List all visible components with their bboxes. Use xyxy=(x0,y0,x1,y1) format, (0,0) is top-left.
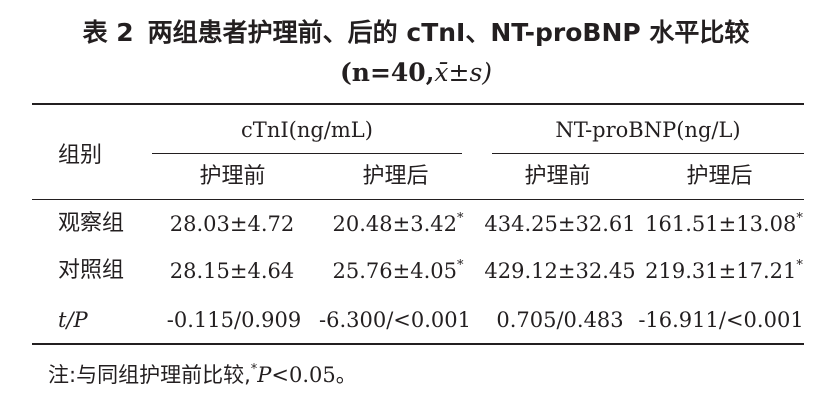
header-group: 组别 xyxy=(58,143,103,168)
table-cell: 219.31±17.21* xyxy=(640,258,808,284)
footnote-stat: P xyxy=(257,363,272,387)
table-cell: -16.911/<0.001 xyxy=(638,308,804,332)
footnote-text: 注:与同组护理前比较, xyxy=(48,363,251,387)
sample-size: (n=40, xyxy=(339,58,435,87)
bottom-rule xyxy=(32,343,804,345)
table-cell: 25.76±4.05* xyxy=(318,258,478,284)
table-cell: 28.03±4.72 xyxy=(169,212,295,236)
header-nt-before: 护理前 xyxy=(524,164,591,189)
header-ctni-after: 护理后 xyxy=(362,164,429,189)
cell-value: 219.31±17.21 xyxy=(645,259,797,283)
row-group-statistic: t/P xyxy=(58,308,88,332)
table-cell: 20.48±3.42* xyxy=(318,211,478,237)
cell-value: 161.51±13.08 xyxy=(645,212,797,236)
header-nt-after: 护理后 xyxy=(686,164,753,189)
cell-value: 20.48±3.42 xyxy=(332,212,457,236)
significance-mark: * xyxy=(456,211,464,226)
table-cell: 434.25±32.61 xyxy=(484,212,636,236)
table-cell: 0.705/0.483 xyxy=(496,308,624,332)
row-group-control: 对照组 xyxy=(58,258,125,283)
header-ntprobnp: NT-proBNP(ng/L) xyxy=(555,118,741,142)
header-ctni: cTnI(ng/mL) xyxy=(241,118,373,142)
significance-mark: * xyxy=(796,258,803,273)
header-rule xyxy=(32,199,804,200)
cell-value: 25.76±4.05 xyxy=(332,259,457,283)
statistic-notation: x̄±s) xyxy=(434,58,493,87)
table-cell: 429.12±32.45 xyxy=(484,259,636,283)
table-number: 表 2 xyxy=(82,18,134,47)
top-rule xyxy=(32,103,804,105)
table-cell: -6.300/<0.001 xyxy=(318,308,471,332)
significance-mark: * xyxy=(796,211,803,226)
significance-mark: * xyxy=(250,362,258,377)
ntprobnp-group-rule xyxy=(492,153,804,154)
table-subtitle: (n=40,x̄±s) xyxy=(0,58,832,88)
table-title-text: 两组患者护理前、后的 cTnI、NT-proBNP 水平比较 xyxy=(147,18,750,47)
row-group-observation: 观察组 xyxy=(58,211,125,236)
significance-mark: * xyxy=(456,258,464,273)
table-footnote: 注:与同组护理前比较,*P<0.05。 xyxy=(48,362,357,388)
table-cell: -0.115/0.909 xyxy=(166,308,302,332)
table-title: 表 2 两组患者护理前、后的 cTnI、NT-proBNP 水平比较 xyxy=(0,18,832,48)
ctni-group-rule xyxy=(152,153,462,154)
header-ctni-before: 护理前 xyxy=(199,164,266,189)
footnote-threshold: <0.05。 xyxy=(271,363,357,387)
table-cell: 161.51±13.08* xyxy=(640,211,808,237)
table-cell: 28.15±4.64 xyxy=(169,259,295,283)
